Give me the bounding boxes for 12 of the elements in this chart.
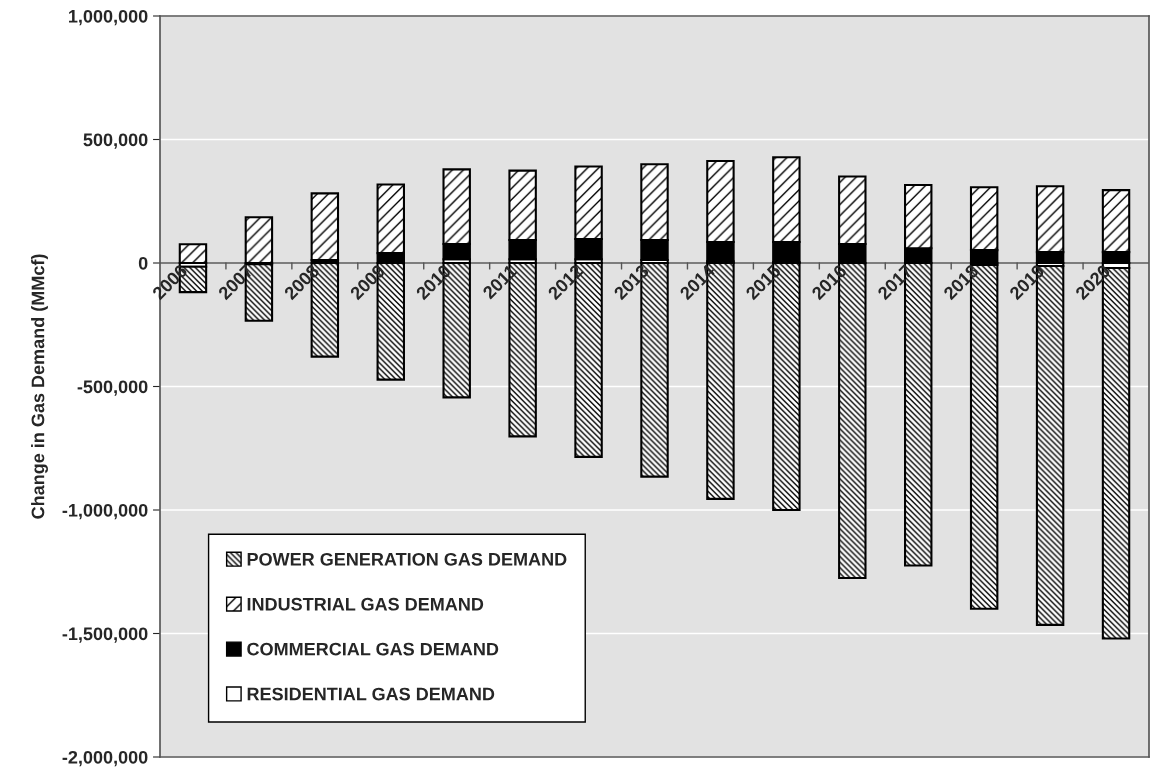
legend-label: COMMERCIAL GAS DEMAND	[247, 642, 499, 656]
y-tick-label: 1,000,000	[69, 9, 148, 26]
y-axis-title: Change in Gas Demand (MMcf)	[31, 254, 48, 519]
y-tick-label: -1,500,000	[62, 627, 148, 643]
legend-label: POWER GENERATION GAS DEMAND	[247, 552, 567, 566]
legend-label: INDUSTRIAL GAS DEMAND	[247, 597, 484, 611]
y-tick-label: -1,000,000	[62, 503, 148, 520]
y-tick-label: -2,000,000	[62, 750, 148, 767]
y-tick-label: 0	[138, 256, 148, 270]
y-tick-label: 500,000	[83, 133, 148, 149]
legend-label: RESIDENTIAL GAS DEMAND	[247, 687, 495, 701]
y-tick-label: -500,000	[77, 380, 148, 396]
